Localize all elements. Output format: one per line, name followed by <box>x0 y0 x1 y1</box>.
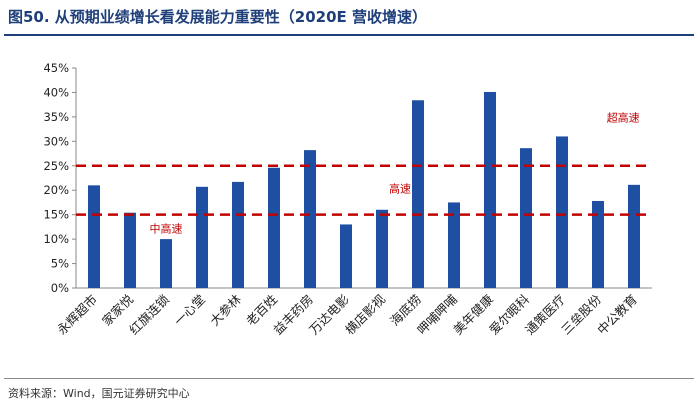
bar-9 <box>376 209 388 288</box>
y-tick-label: 45% <box>43 61 69 75</box>
bar-10 <box>412 100 424 289</box>
bar-1 <box>88 185 100 288</box>
title-rule <box>4 34 694 36</box>
y-tick-label: 40% <box>43 85 69 99</box>
y-tick-label: 10% <box>43 232 69 246</box>
x-tick-label: 永辉超市 <box>54 292 100 338</box>
annotation-1: 中高速 <box>150 221 183 235</box>
y-tick-label: 30% <box>43 134 69 148</box>
y-tick-label: 5% <box>51 257 69 271</box>
y-tick-label: 25% <box>43 159 69 173</box>
bar-16 <box>628 184 640 288</box>
bar-8 <box>340 224 352 288</box>
y-tick-label: 15% <box>43 208 69 222</box>
bar-2 <box>124 212 136 288</box>
bar-15 <box>592 200 604 288</box>
bar-13 <box>520 148 532 288</box>
bar-6 <box>268 167 280 288</box>
bar-5 <box>232 181 244 288</box>
y-tick-label: 0% <box>51 281 69 295</box>
source-note: 资料来源：Wind，国元证券研究中心 <box>8 387 190 400</box>
y-tick-label: 20% <box>43 183 69 197</box>
bar-14 <box>556 136 568 288</box>
annotation-2: 高速 <box>389 181 411 195</box>
bar-4 <box>196 186 208 288</box>
bar-12 <box>484 91 496 288</box>
bar-3 <box>160 239 172 288</box>
y-tick-label: 35% <box>43 110 69 124</box>
annotation-3: 超高速 <box>607 110 640 124</box>
x-tick-label: 大参林 <box>207 291 244 328</box>
x-tick-label: 中公教育 <box>594 292 640 338</box>
figure-title: 图50. 从预期业绩增长看发展能力重要性（2020E 营收增速） <box>8 8 428 26</box>
bar-chart: 0%5%10%15%20%25%30%35%40%45%永辉超市家家悦红旗连锁一… <box>43 61 652 338</box>
x-tick-label: 红旗连锁 <box>126 291 172 337</box>
bar-7 <box>304 150 316 288</box>
footer-rule <box>4 378 694 379</box>
x-tick-label: 横店影视 <box>342 291 388 337</box>
x-tick-label: 一心堂 <box>171 292 208 329</box>
bar-11 <box>448 202 460 288</box>
